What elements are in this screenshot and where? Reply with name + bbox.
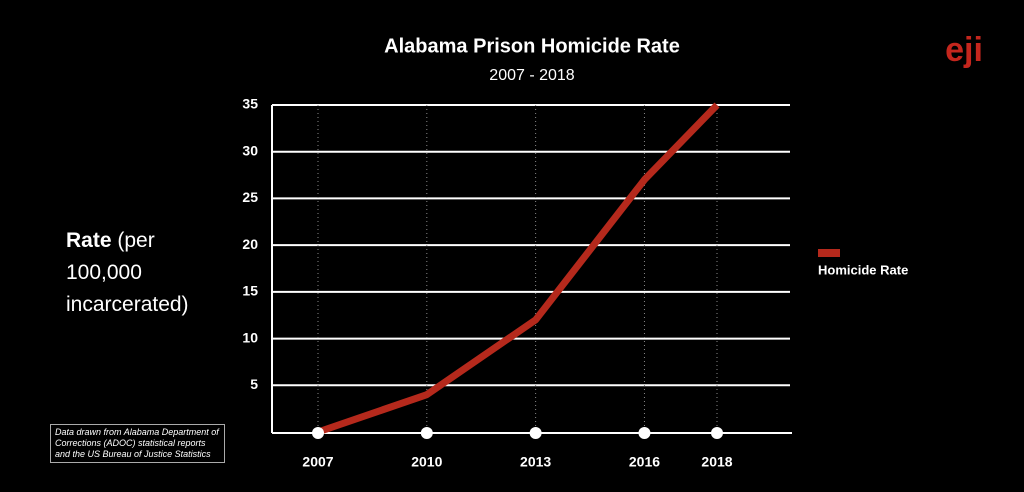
y-label-bold: Rate <box>66 229 112 252</box>
source-note: Data drawn from Alabama Department of Co… <box>50 424 225 463</box>
y-tick-label: 20 <box>242 236 258 252</box>
x-tick-label: 2010 <box>411 454 442 470</box>
y-axis-label: Rate (per 100,000 incarcerated) <box>66 225 226 321</box>
x-tick-dot <box>420 427 433 439</box>
x-tick-dot <box>312 427 324 439</box>
y-tick-label: 15 <box>242 283 258 299</box>
x-tick-label: 2016 <box>629 454 660 470</box>
legend-swatch <box>818 249 840 257</box>
y-tick-label: 30 <box>242 142 258 158</box>
y-tick-label: 35 <box>242 96 258 112</box>
line <box>316 102 720 436</box>
x-tick-dot <box>711 427 723 439</box>
x-tick-label: 2013 <box>520 454 551 470</box>
x-tick-label: 2018 <box>701 454 732 470</box>
chart-title: Alabama Prison Homicide Rate <box>384 35 680 57</box>
logo: eji <box>945 31 983 69</box>
x-tick-dot <box>529 427 542 439</box>
x-tick-label: 2007 <box>302 454 333 470</box>
legend-label: Homicide Rate <box>818 262 908 277</box>
y-tick-label: 5 <box>250 376 258 392</box>
x-tick-dot <box>638 427 651 439</box>
y-label-rest: (per 100,000 incarcerated) <box>66 229 189 316</box>
y-tick-label: 10 <box>242 329 258 345</box>
y-tick-label: 25 <box>242 189 258 205</box>
chart-subtitle: 2007 - 2018 <box>489 67 575 84</box>
